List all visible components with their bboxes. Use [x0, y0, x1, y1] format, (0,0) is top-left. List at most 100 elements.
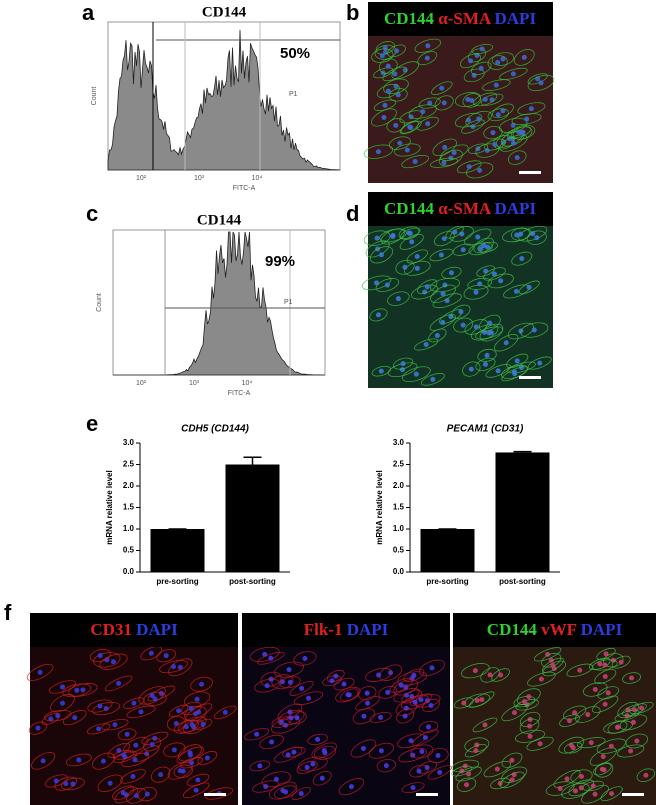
nucleus: [630, 719, 636, 725]
cell: [527, 74, 555, 92]
bar: [420, 529, 475, 572]
nucleus: [310, 761, 316, 767]
nucleus: [345, 692, 351, 698]
cell: [387, 44, 406, 58]
cell: [44, 774, 68, 788]
cell: [62, 710, 87, 726]
cell: [101, 719, 129, 731]
cell: [511, 251, 533, 266]
y-tick-label: 1.5: [393, 503, 405, 512]
cell: [181, 701, 202, 716]
nucleus: [579, 773, 585, 779]
nucleus: [534, 235, 540, 241]
cell: [520, 322, 549, 338]
x-tick-label: 10³: [189, 380, 200, 387]
cell: [279, 676, 301, 689]
cell: [607, 720, 628, 734]
cell: [395, 259, 415, 275]
nucleus: [120, 790, 126, 796]
nucleus: [385, 88, 391, 94]
nucleus: [378, 368, 384, 374]
nucleus: [488, 330, 494, 336]
nucleus: [441, 160, 447, 166]
histogram-title: CD144: [202, 4, 247, 20]
nucleus: [423, 341, 429, 347]
cell: [412, 729, 439, 746]
nucleus: [492, 142, 498, 148]
nucleus: [60, 684, 66, 690]
cell: [589, 747, 617, 766]
cell: [268, 781, 297, 800]
y-tick-label: 1.0: [393, 524, 405, 533]
nucleus: [121, 752, 127, 758]
cell: [430, 284, 456, 303]
nucleus: [429, 665, 435, 671]
cell: [89, 648, 111, 663]
nucleus: [519, 256, 525, 262]
y-tick-label: 2.0: [123, 481, 135, 490]
cell: [420, 373, 445, 386]
nucleus: [321, 748, 327, 754]
nucleus: [592, 791, 598, 797]
cell: [501, 766, 528, 783]
nucleus: [531, 327, 537, 333]
x-axis-label: FITC-A: [228, 390, 251, 397]
cell: [140, 646, 163, 661]
cell: [138, 686, 166, 705]
cell: [461, 119, 485, 134]
nucleus: [603, 651, 609, 657]
cell: [143, 691, 167, 706]
cell: [441, 266, 462, 279]
cell: [501, 752, 523, 768]
cell: [418, 659, 446, 677]
nucleus: [35, 725, 41, 731]
cell: [451, 304, 471, 319]
cell: [502, 227, 532, 243]
nucleus: [503, 340, 509, 346]
cell: [473, 92, 498, 107]
cell: [104, 675, 133, 692]
nucleus: [408, 124, 414, 130]
cell: [68, 683, 98, 697]
nucleus: [379, 53, 385, 59]
cell: [466, 162, 494, 179]
stain-label: CD144 α-SMA DAPI: [384, 199, 537, 218]
label-band: [368, 192, 553, 226]
y-tick-label: 2.5: [123, 460, 135, 469]
x-tick-label: 10⁴: [242, 380, 253, 387]
cell: [112, 750, 135, 760]
nucleus: [482, 722, 488, 728]
nucleus: [74, 687, 80, 693]
cell: [533, 647, 562, 662]
stain-label: Flk-1 DAPI: [304, 620, 389, 639]
cell: [591, 695, 619, 713]
cell: [411, 284, 439, 300]
cell: [368, 742, 394, 759]
cell: [594, 762, 614, 778]
stain: α-SMA: [438, 9, 492, 28]
nucleus: [498, 672, 504, 678]
cell: [355, 696, 380, 711]
cell: [600, 786, 623, 802]
cell: [511, 113, 542, 125]
cell: [289, 680, 314, 696]
nucleus: [514, 155, 520, 161]
cell: [176, 746, 205, 764]
nucleus: [315, 736, 321, 742]
cell: [418, 97, 441, 109]
cell: [510, 227, 531, 241]
nucleus: [382, 102, 388, 108]
cell: [120, 769, 146, 784]
cells: [244, 646, 452, 800]
cell: [182, 782, 210, 799]
cell: [386, 118, 406, 133]
cell: [61, 777, 85, 791]
cell: [582, 682, 608, 697]
chart-title: PECAM1 (CD31): [447, 424, 524, 435]
nucleus: [400, 361, 406, 367]
nucleus: [402, 264, 408, 270]
label-band: [242, 613, 450, 647]
cell: [476, 265, 496, 277]
cell: [596, 647, 616, 660]
y-tick-label: 0.0: [123, 567, 135, 576]
